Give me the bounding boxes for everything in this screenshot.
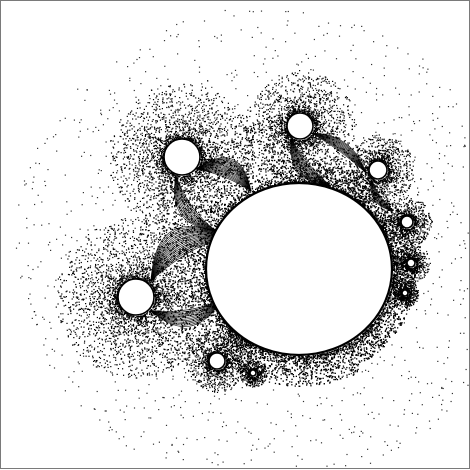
white-holes xyxy=(117,112,416,377)
contour-arcs xyxy=(150,132,394,327)
